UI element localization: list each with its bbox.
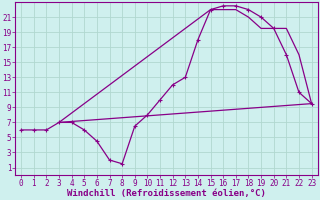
X-axis label: Windchill (Refroidissement éolien,°C): Windchill (Refroidissement éolien,°C) <box>67 189 266 198</box>
